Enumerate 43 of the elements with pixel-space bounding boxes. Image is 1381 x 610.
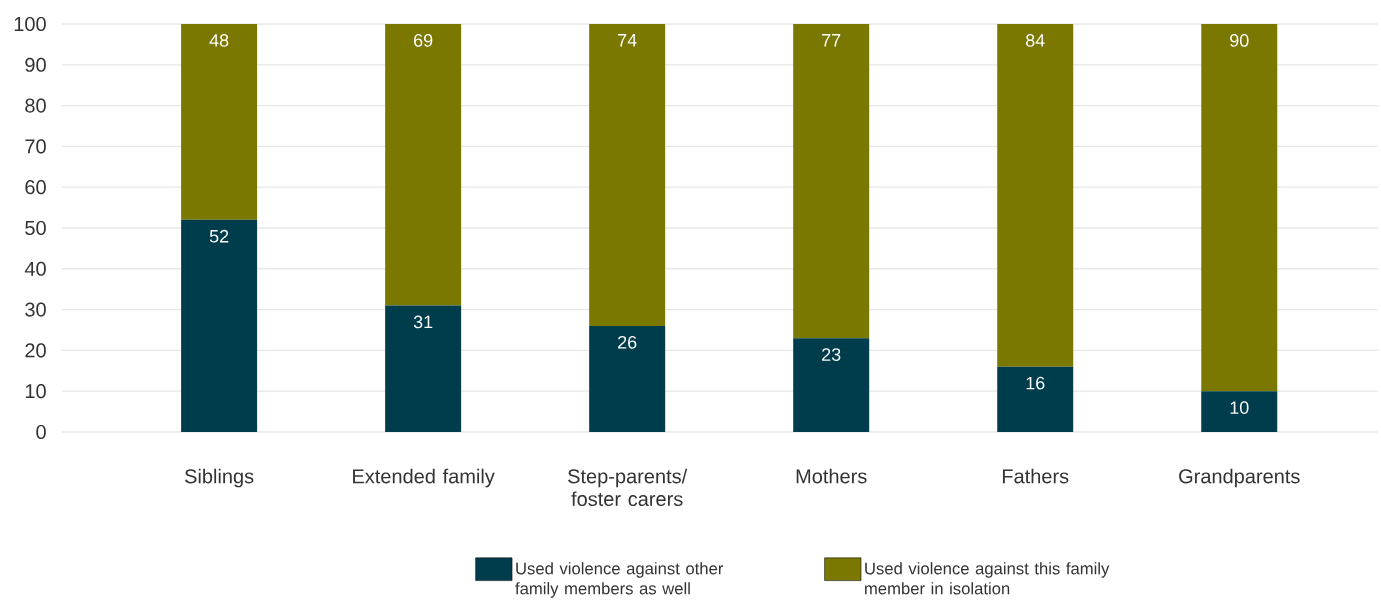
data-label: 74 — [618, 34, 637, 47]
bar — [997, 366, 1074, 432]
data-label: 16 — [1026, 376, 1045, 390]
data-label: 48 — [209, 34, 229, 47]
y-tick-label: 60 — [25, 180, 46, 195]
bar — [181, 23, 258, 220]
x-tick-label: Extended family — [353, 468, 495, 488]
bar — [1201, 23, 1278, 392]
bar — [385, 23, 462, 306]
bar — [181, 219, 258, 432]
y-tick-label: 30 — [25, 302, 46, 317]
x-tick-label: Fathers — [1002, 468, 1069, 484]
bar — [589, 23, 666, 326]
y-tick-label: 0 — [36, 424, 46, 440]
y-tick-label: 70 — [25, 139, 46, 154]
y-tick-label: 90 — [25, 57, 46, 72]
data-label: 10 — [1230, 401, 1249, 414]
legend-label: Used violence against this family member in isolation — [865, 562, 1110, 595]
y-tick-label: 50 — [25, 220, 46, 236]
y-tick-label: 80 — [25, 98, 46, 113]
data-label: 52 — [209, 229, 229, 243]
bar — [1201, 391, 1278, 432]
bar — [385, 305, 462, 432]
x-tick-label: Step-parents/ foster carers — [568, 468, 688, 507]
bar — [793, 23, 870, 339]
data-label: 77 — [822, 34, 841, 47]
data-label: 31 — [413, 315, 433, 329]
x-tick-label: Grandparents — [1179, 468, 1300, 488]
data-label: 90 — [1230, 34, 1249, 47]
bar — [793, 338, 870, 432]
y-tick-label: 100 — [14, 16, 46, 32]
data-label: 84 — [1025, 34, 1045, 47]
data-label: 26 — [618, 335, 637, 349]
x-tick-label: Siblings — [185, 468, 254, 488]
y-tick-label: 40 — [24, 261, 46, 276]
x-tick-label: Mothers — [796, 468, 867, 484]
y-tick-label: 10 — [25, 384, 46, 399]
bar — [589, 325, 666, 432]
legend-label: Used violence against other family members as well — [515, 562, 724, 598]
bar — [997, 23, 1074, 367]
data-label: 69 — [414, 34, 433, 47]
y-tick-label: 20 — [25, 343, 46, 358]
data-label: 23 — [822, 348, 841, 361]
